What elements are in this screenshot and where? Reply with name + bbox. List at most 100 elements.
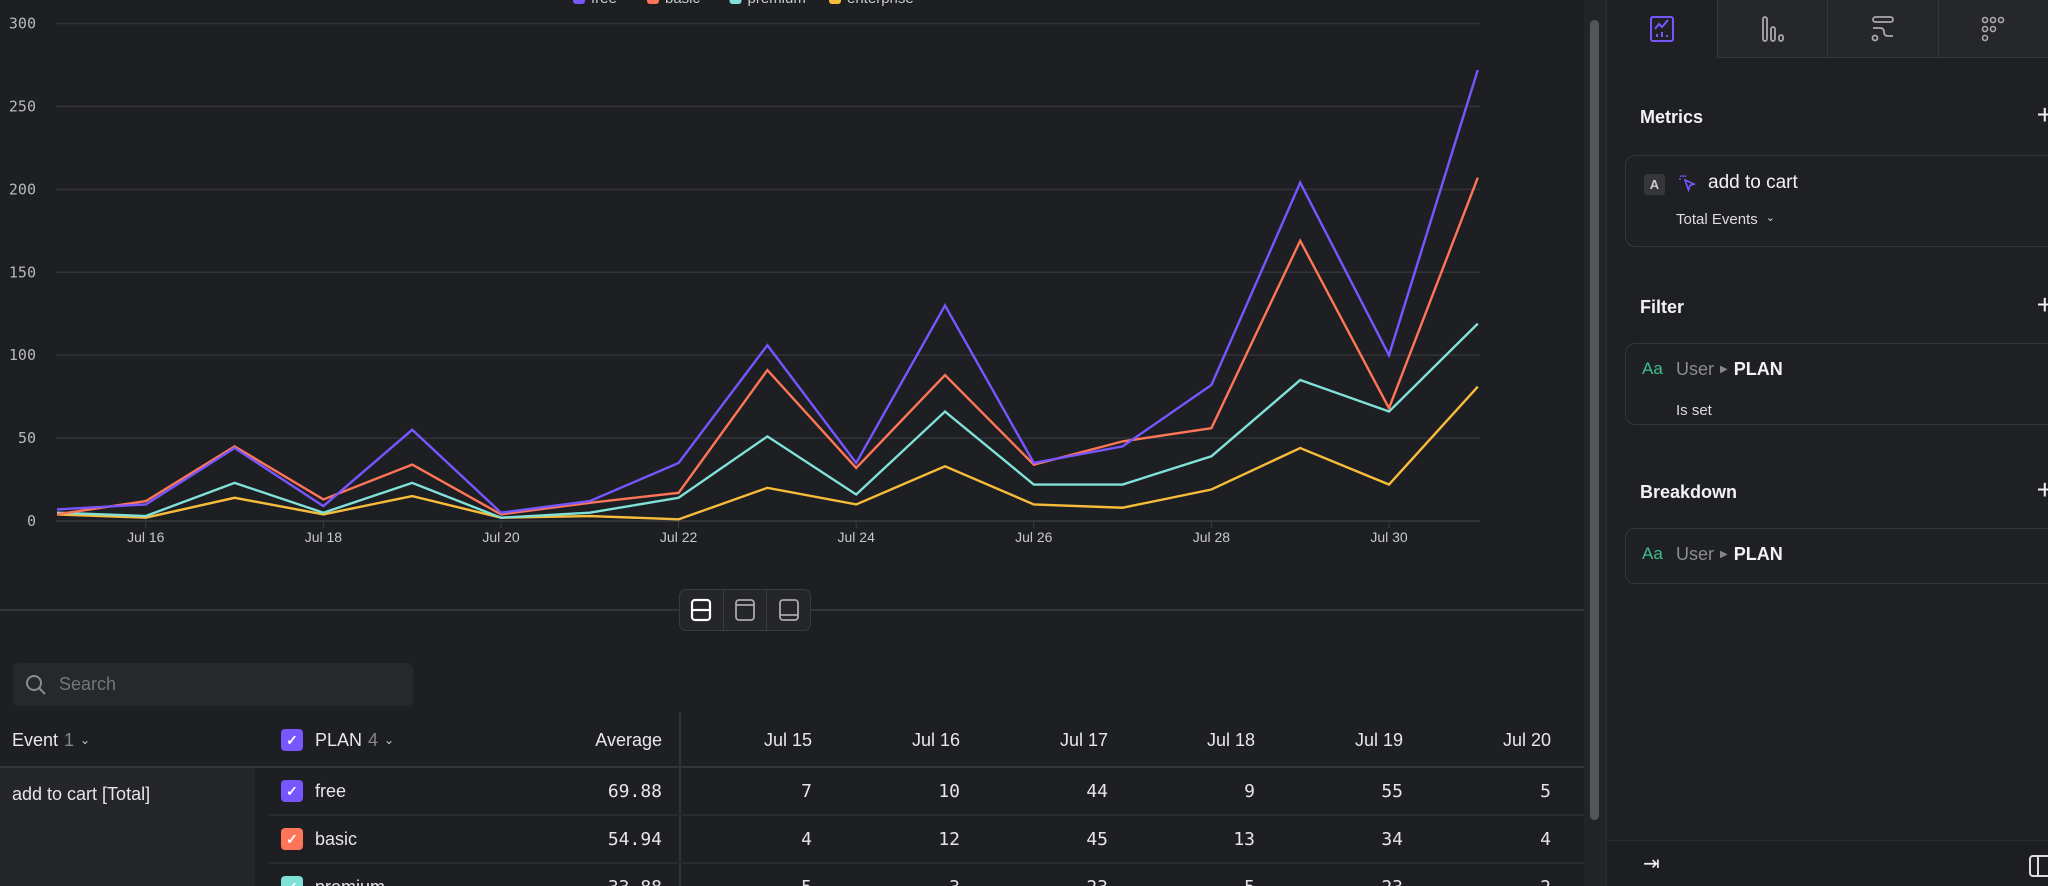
chevron-down-icon: ⌄: [80, 733, 91, 747]
caret-right-icon: ▶: [1720, 549, 1728, 560]
collapse-panel-icon[interactable]: ⇥: [1643, 853, 1660, 875]
series-checkbox[interactable]: ✓: [281, 828, 303, 850]
search-input[interactable]: [59, 674, 389, 695]
tab-flows[interactable]: [1827, 0, 1938, 58]
legend-swatch: [729, 0, 742, 4]
metric-event-name[interactable]: add to cart: [1708, 172, 1798, 193]
y-tick-label: 300: [9, 15, 36, 33]
date-header-label: Jul 17: [1059, 729, 1108, 750]
legend-swatch: [829, 0, 841, 4]
table-row: ✓ basic: [268, 816, 1585, 864]
date-header-label: Jul 19: [1354, 729, 1403, 750]
filter-more-icon[interactable]: ⋮: [2042, 356, 2048, 374]
add-filter-button[interactable]: +: [2036, 289, 2048, 320]
table-row: ✓ premium: [268, 864, 1585, 886]
date-column-header[interactable]: Jul 19: [1283, 726, 1403, 754]
search-box: [13, 663, 413, 706]
breakdown-more-icon[interactable]: ⋮: [2042, 541, 2048, 559]
tab-retention[interactable]: [1937, 0, 2048, 58]
value-cell: 3: [840, 877, 960, 886]
metrics-title: Metrics: [1640, 107, 1704, 127]
value-cell: 13: [1233, 829, 1255, 850]
average-cell: 54.94: [607, 829, 662, 850]
y-tick-label: 50: [18, 429, 36, 447]
breakdown-section-header: Breakdown +: [1640, 474, 2048, 505]
event-column-header[interactable]: Event 1 ⌄: [12, 726, 90, 754]
series-line-basic: [56, 177, 1479, 516]
y-tick-label: 250: [9, 97, 36, 115]
filter-title: Filter: [1640, 297, 1685, 317]
y-tick-label: 200: [9, 180, 36, 198]
layout-table-button[interactable]: [767, 590, 810, 630]
date-column-header[interactable]: Jul 18: [1135, 726, 1255, 754]
metric-card[interactable]: A add to cart ⋮ Total Events ⌄: [1625, 155, 2048, 247]
x-tick-label: Jul 16: [127, 529, 165, 545]
metric-more-icon[interactable]: ⋮: [2042, 168, 2048, 186]
value-cell: 44: [1086, 781, 1108, 802]
date-column-header[interactable]: Jul 20: [1431, 726, 1551, 754]
date-header-label: Jul 20: [1502, 729, 1551, 750]
average-cell: 33.88: [542, 877, 662, 886]
retention-grid-icon: [1982, 16, 2005, 41]
table-row: ✓ free: [268, 768, 1585, 816]
plan-column-header[interactable]: ✓ PLAN 4 ⌄: [281, 726, 394, 754]
query-builder-panel: Metrics + A add to cart ⋮ Total Events ⌄ F…: [1606, 0, 2048, 886]
add-metric-button[interactable]: +: [2036, 99, 2048, 130]
x-tick-label: Jul 30: [1370, 529, 1408, 545]
series-checkbox[interactable]: ✓: [281, 780, 303, 802]
value-cell: 7: [801, 781, 812, 802]
event-header-label: Event: [12, 729, 59, 750]
flows-icon: [1871, 15, 1894, 41]
value-cell: 4: [1540, 829, 1551, 850]
breakdown-card[interactable]: Aa User ▶ PLAN ⋮: [1625, 528, 2048, 584]
column-divider: [679, 712, 681, 886]
legend-swatch: [647, 0, 659, 4]
y-tick-label: 150: [9, 263, 36, 281]
x-tick-label: Jul 26: [1015, 529, 1053, 545]
x-tick-label: Jul 22: [660, 529, 698, 545]
average-cell: 69.88: [607, 781, 662, 802]
date-header-label: Jul 15: [763, 729, 812, 750]
breakdown-entity: User: [1676, 544, 1715, 564]
date-header-label: Jul 16: [911, 729, 960, 750]
panel-layout-icon[interactable]: [2029, 855, 2048, 877]
value-cell: 10: [938, 781, 960, 802]
plan-header-label: PLAN: [315, 729, 363, 750]
main-area: 0 50 100 150 200 250 300 Jul 16 Jul 18 Jul 20 Jul …: [0, 0, 1585, 886]
date-column-header[interactable]: Jul 17: [988, 726, 1108, 754]
main-scrollbar[interactable]: [1584, 0, 1606, 886]
filter-condition[interactable]: Is set: [1676, 402, 1712, 419]
average-column-header[interactable]: Average: [542, 726, 662, 754]
filter-card[interactable]: Aa User ▶ PLAN ⋮ Is set: [1625, 343, 2048, 425]
scrollbar-thumb[interactable]: [1590, 20, 1599, 820]
chart-type-tabs: [1607, 0, 2048, 58]
caret-right-icon: ▶: [1720, 364, 1728, 375]
add-breakdown-button[interactable]: +: [2036, 474, 2048, 505]
value-cell: 23: [1283, 877, 1403, 886]
tab-insights[interactable]: [1607, 0, 1718, 58]
date-column-header[interactable]: Jul 15: [692, 726, 812, 754]
value-cell: 2: [1431, 877, 1551, 886]
series-line-enterprise: [56, 385, 1479, 521]
header-divider: [0, 766, 1585, 768]
plan-select-all-checkbox[interactable]: ✓: [281, 729, 303, 751]
layout-split-button[interactable]: [680, 590, 724, 630]
series-checkbox[interactable]: ✓: [281, 876, 303, 886]
panel-bottom-bar: ⇥: [1607, 840, 2048, 886]
value-cell: 5: [692, 877, 812, 886]
date-column-header[interactable]: Jul 16: [840, 726, 960, 754]
x-tick-label: Jul 18: [305, 529, 343, 545]
line-chart: 0 50 100 150 200 250 300 Jul 16 Jul 18 Jul 20 Jul …: [9, 0, 1480, 545]
series-line-free: [56, 69, 1479, 514]
layout-chart-button[interactable]: [724, 590, 768, 630]
tab-funnels[interactable]: [1717, 0, 1828, 58]
value-cell: 23: [988, 877, 1108, 886]
search-icon: [26, 674, 46, 695]
metric-letter-badge: A: [1644, 174, 1665, 195]
layout-toggle: [679, 589, 811, 631]
date-header-label: Jul 18: [1206, 729, 1255, 750]
chevron-down-icon: ⌄: [384, 733, 395, 747]
x-tick-label: Jul 20: [482, 529, 520, 545]
aggregation-dropdown[interactable]: Total Events ⌄: [1676, 211, 1775, 228]
y-tick-label: 0: [27, 512, 36, 530]
